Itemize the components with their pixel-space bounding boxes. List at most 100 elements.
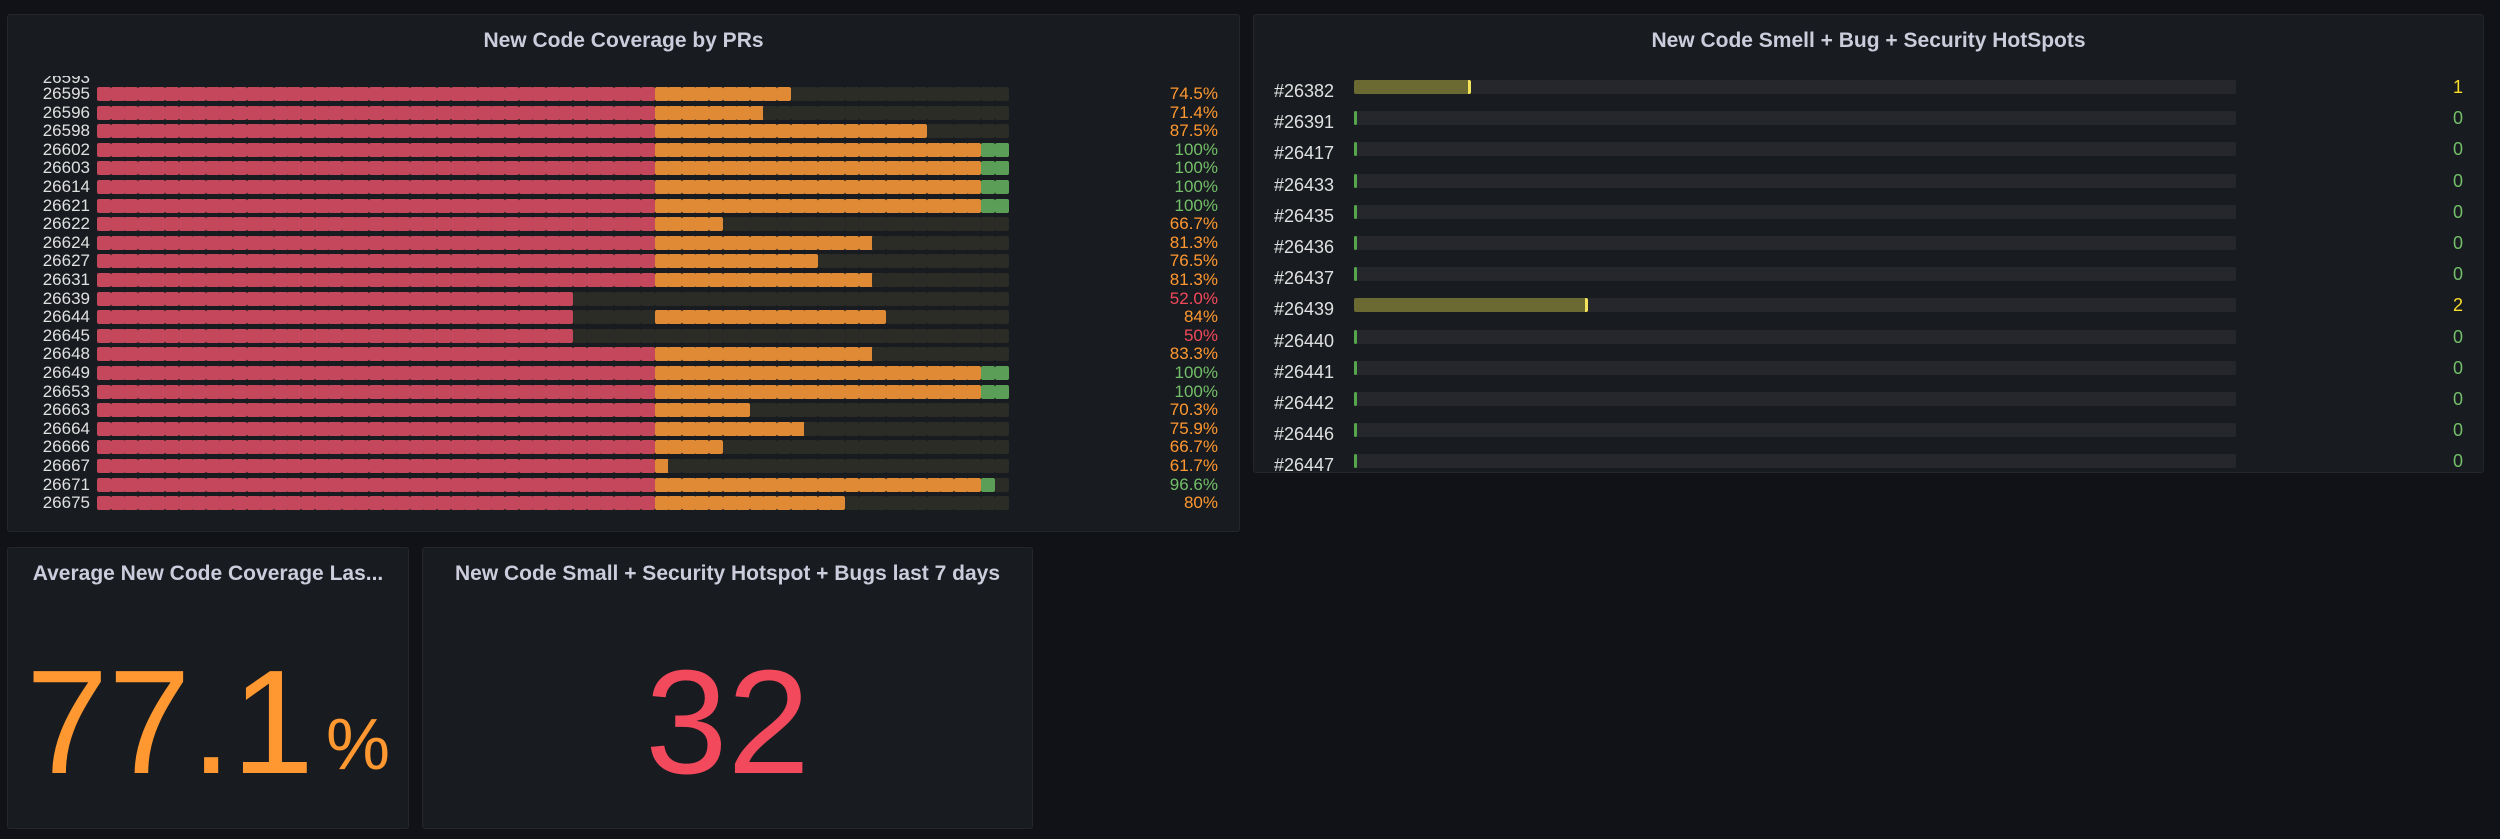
coverage-cell xyxy=(722,310,737,325)
coverage-cell xyxy=(505,440,519,455)
coverage-cell xyxy=(559,105,574,120)
coverage-cell xyxy=(505,496,519,511)
hotspot-value: 0 xyxy=(2452,170,2463,191)
coverage-cell xyxy=(736,142,751,157)
coverage-cell xyxy=(559,217,574,232)
hotspots-panel-title[interactable]: New Code Smell + Bug + Security HotSpots xyxy=(1651,29,2086,52)
coverage-cell xyxy=(994,477,1009,492)
coverage-cell xyxy=(600,440,615,455)
coverage-cell xyxy=(491,217,506,232)
hotspots-panel[interactable]: New Code Smell + Bug + Security HotSpots… xyxy=(1253,14,2484,473)
coverage-cell xyxy=(641,180,655,194)
coverage-cell xyxy=(423,124,438,139)
coverage-cell xyxy=(314,198,329,213)
coverage-cell xyxy=(994,254,1009,269)
coverage-cell xyxy=(790,105,805,120)
coverage-cell xyxy=(926,105,941,120)
coverage-cell xyxy=(532,496,547,511)
coverage-cell xyxy=(518,254,533,269)
smell-hotspot-bugs-panel[interactable]: New Code Small + Security Hotspot + Bugs… xyxy=(422,547,1033,829)
coverage-cell xyxy=(777,291,791,306)
coverage-cell xyxy=(981,87,995,101)
coverage-cell xyxy=(491,142,506,157)
coverage-cell xyxy=(586,142,601,157)
coverage-by-prs-panel[interactable]: New Code Coverage by PRs 265932659574.5%… xyxy=(7,14,1240,532)
coverage-cell xyxy=(749,459,764,473)
coverage-cell xyxy=(464,142,479,157)
coverage-cell xyxy=(940,254,955,269)
coverage-cell xyxy=(260,254,275,269)
coverage-cell xyxy=(913,142,927,157)
coverage-cell xyxy=(940,403,955,418)
coverage-cell xyxy=(600,496,615,511)
coverage-cell xyxy=(817,254,832,269)
coverage-cell xyxy=(858,124,873,139)
coverage-panel-title[interactable]: New Code Coverage by PRs xyxy=(483,29,764,52)
coverage-cell xyxy=(260,198,275,213)
coverage-cell xyxy=(627,254,642,269)
hotspot-bar-track xyxy=(1354,298,2236,313)
coverage-cell xyxy=(654,161,669,176)
coverage-cell xyxy=(450,459,465,473)
coverage-cell xyxy=(913,273,927,287)
hotspot-pr-label: #26439 xyxy=(1274,299,1335,320)
coverage-cell xyxy=(586,310,601,325)
coverage-cell xyxy=(369,217,383,232)
coverage-cell xyxy=(287,87,302,101)
coverage-cell xyxy=(369,310,383,325)
hotspot-pr-label: #26436 xyxy=(1274,237,1335,257)
coverage-cell xyxy=(97,310,111,325)
coverage-cell xyxy=(246,273,261,287)
smell-panel-title[interactable]: New Code Small + Security Hotspot + Bugs… xyxy=(455,562,1000,585)
coverage-cell xyxy=(641,124,655,139)
coverage-cell xyxy=(273,217,288,232)
coverage-cell xyxy=(681,180,696,194)
coverage-cell xyxy=(233,235,247,250)
avg-coverage-panel-title[interactable]: Average New Code Coverage Las... xyxy=(32,562,384,585)
coverage-cell xyxy=(532,477,547,492)
coverage-cell xyxy=(246,142,261,157)
coverage-cell xyxy=(627,366,642,380)
coverage-cell xyxy=(586,124,601,139)
coverage-cell xyxy=(110,496,125,511)
coverage-cell xyxy=(518,328,533,343)
coverage-cell xyxy=(913,421,927,436)
coverage-cell xyxy=(722,273,737,287)
coverage-cell xyxy=(260,421,275,436)
coverage-cell xyxy=(641,328,655,343)
coverage-cell xyxy=(110,384,125,399)
coverage-cell xyxy=(369,273,383,287)
hotspot-value: 0 xyxy=(2452,108,2463,129)
coverage-cell xyxy=(260,124,275,139)
coverage-cell xyxy=(491,421,506,436)
coverage-cell xyxy=(97,105,111,120)
coverage-cell xyxy=(151,142,166,157)
coverage-cell xyxy=(763,459,778,473)
coverage-cell xyxy=(464,384,479,399)
coverage-cell xyxy=(545,366,560,380)
coverage-cell xyxy=(219,105,234,120)
coverage-cell xyxy=(654,291,669,306)
coverage-cell xyxy=(559,384,574,399)
coverage-cell xyxy=(994,384,1009,399)
avg-coverage-panel[interactable]: Average New Code Coverage Las... 77.1 % xyxy=(7,547,409,829)
coverage-cell xyxy=(953,124,968,139)
coverage-cell xyxy=(981,366,995,380)
coverage-cell xyxy=(926,198,941,213)
coverage-cell xyxy=(940,105,955,120)
coverage-cell xyxy=(205,273,220,287)
coverage-cell xyxy=(437,366,451,380)
coverage-cell xyxy=(246,87,261,101)
coverage-cell xyxy=(205,440,220,455)
coverage-cell xyxy=(817,105,832,120)
coverage-cell xyxy=(328,347,343,362)
coverage-cell xyxy=(573,124,587,139)
coverage-cell xyxy=(491,347,506,362)
coverage-cell xyxy=(165,384,179,399)
coverage-cell xyxy=(763,403,778,418)
coverage-cell xyxy=(763,384,778,399)
coverage-cell xyxy=(314,421,329,436)
pr-label: 26639 xyxy=(42,288,90,308)
coverage-cell xyxy=(899,124,914,139)
coverage-cell xyxy=(545,124,560,139)
